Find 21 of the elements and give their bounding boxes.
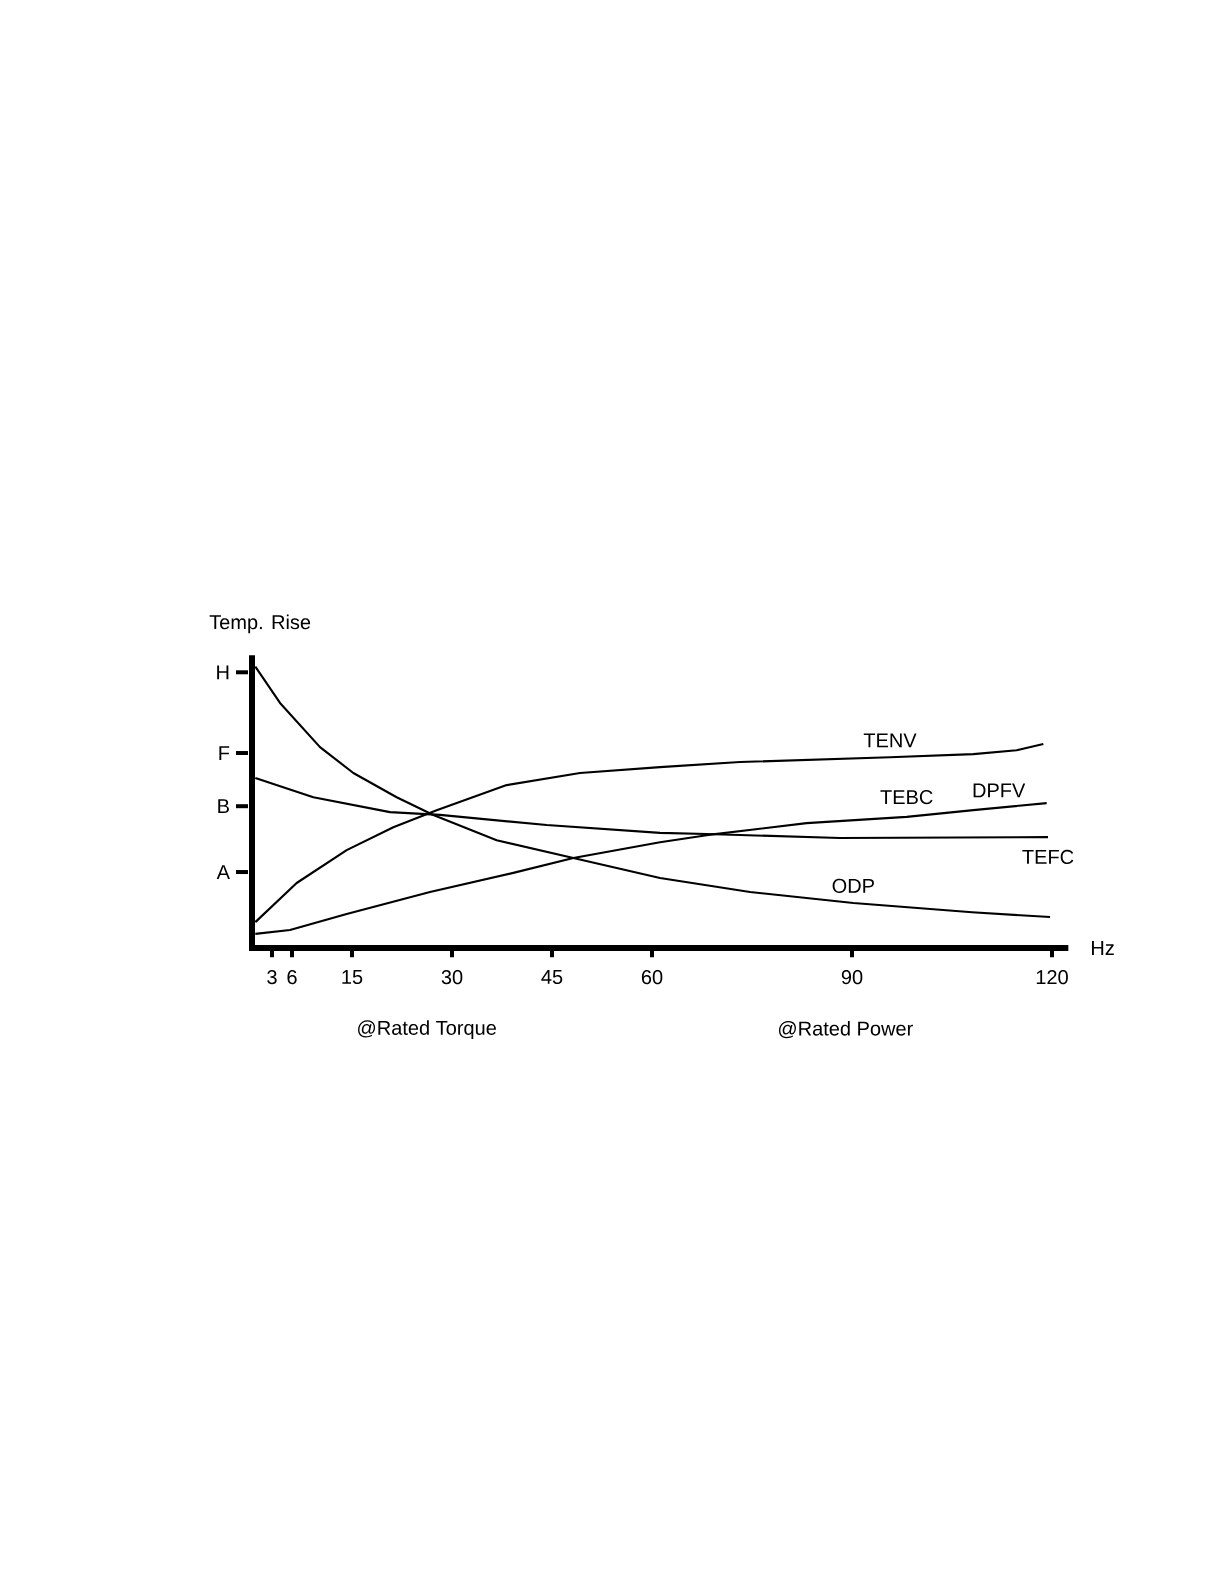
text: @Rated Torque xyxy=(358,1020,496,1039)
text: @Rated Power xyxy=(778,1020,913,1039)
series-label: TENV xyxy=(863,733,917,748)
text: B xyxy=(218,799,229,814)
series-label: TEFC xyxy=(1022,849,1074,865)
text: F xyxy=(219,746,230,760)
series-label: ODP xyxy=(832,878,874,893)
series-label: TEBC xyxy=(880,790,933,805)
x-tick-label: 45 xyxy=(541,970,563,984)
x-tick-label: 15 xyxy=(342,970,363,984)
x-tick-label: 120 xyxy=(1036,970,1068,985)
y-axis-title: Temp. Rise xyxy=(209,614,311,634)
x-tick-label: 60 xyxy=(641,970,663,985)
x-tick-label: 6 xyxy=(287,970,297,985)
text: A xyxy=(216,865,230,879)
x-axis-title: Hz xyxy=(1092,941,1114,955)
annotation: DPFV xyxy=(973,783,1026,798)
x-tick-label: 3 xyxy=(267,970,277,985)
x-tick-label: 30 xyxy=(441,970,463,985)
text: H xyxy=(217,665,229,680)
x-tick-label: 90 xyxy=(841,970,863,985)
